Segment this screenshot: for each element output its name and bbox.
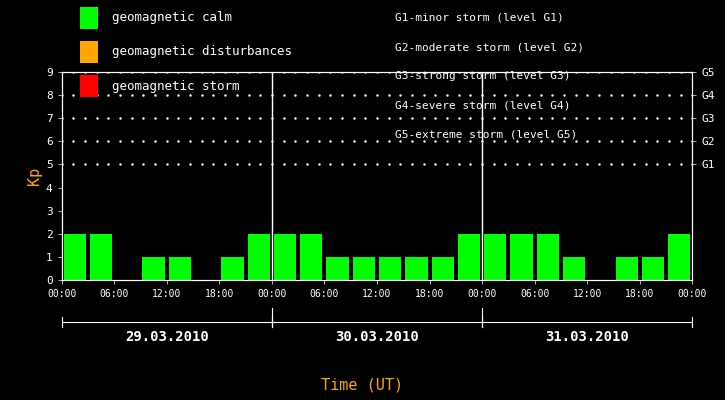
Bar [510,234,533,280]
Text: G5-extreme storm (level G5): G5-extreme storm (level G5) [395,130,577,140]
Bar [64,234,86,280]
Bar [431,257,454,280]
Bar [90,234,112,280]
Text: G2-moderate storm (level G2): G2-moderate storm (level G2) [395,42,584,52]
Bar [616,257,638,280]
Bar [563,257,585,280]
Bar [352,257,375,280]
Text: G4-severe storm (level G4): G4-severe storm (level G4) [395,101,571,111]
Bar [169,257,191,280]
Text: G3-strong storm (level G3): G3-strong storm (level G3) [395,72,571,82]
Bar [668,234,690,280]
Bar [536,234,559,280]
Text: 29.03.2010: 29.03.2010 [125,330,209,344]
Bar [405,257,428,280]
Text: geomagnetic calm: geomagnetic calm [112,12,233,24]
Text: geomagnetic disturbances: geomagnetic disturbances [112,46,292,58]
Text: 31.03.2010: 31.03.2010 [545,330,629,344]
Bar [457,234,480,280]
Bar [484,234,507,280]
Bar [247,234,270,280]
Y-axis label: Kp: Kp [27,167,41,185]
Bar [142,257,165,280]
Bar [642,257,664,280]
Text: Time (UT): Time (UT) [321,377,404,392]
Text: G1-minor storm (level G1): G1-minor storm (level G1) [395,13,564,23]
Text: geomagnetic storm: geomagnetic storm [112,80,240,92]
Text: 30.03.2010: 30.03.2010 [335,330,419,344]
Bar [300,234,323,280]
Bar [221,257,244,280]
Bar [326,257,349,280]
Bar [274,234,297,280]
Bar [379,257,402,280]
